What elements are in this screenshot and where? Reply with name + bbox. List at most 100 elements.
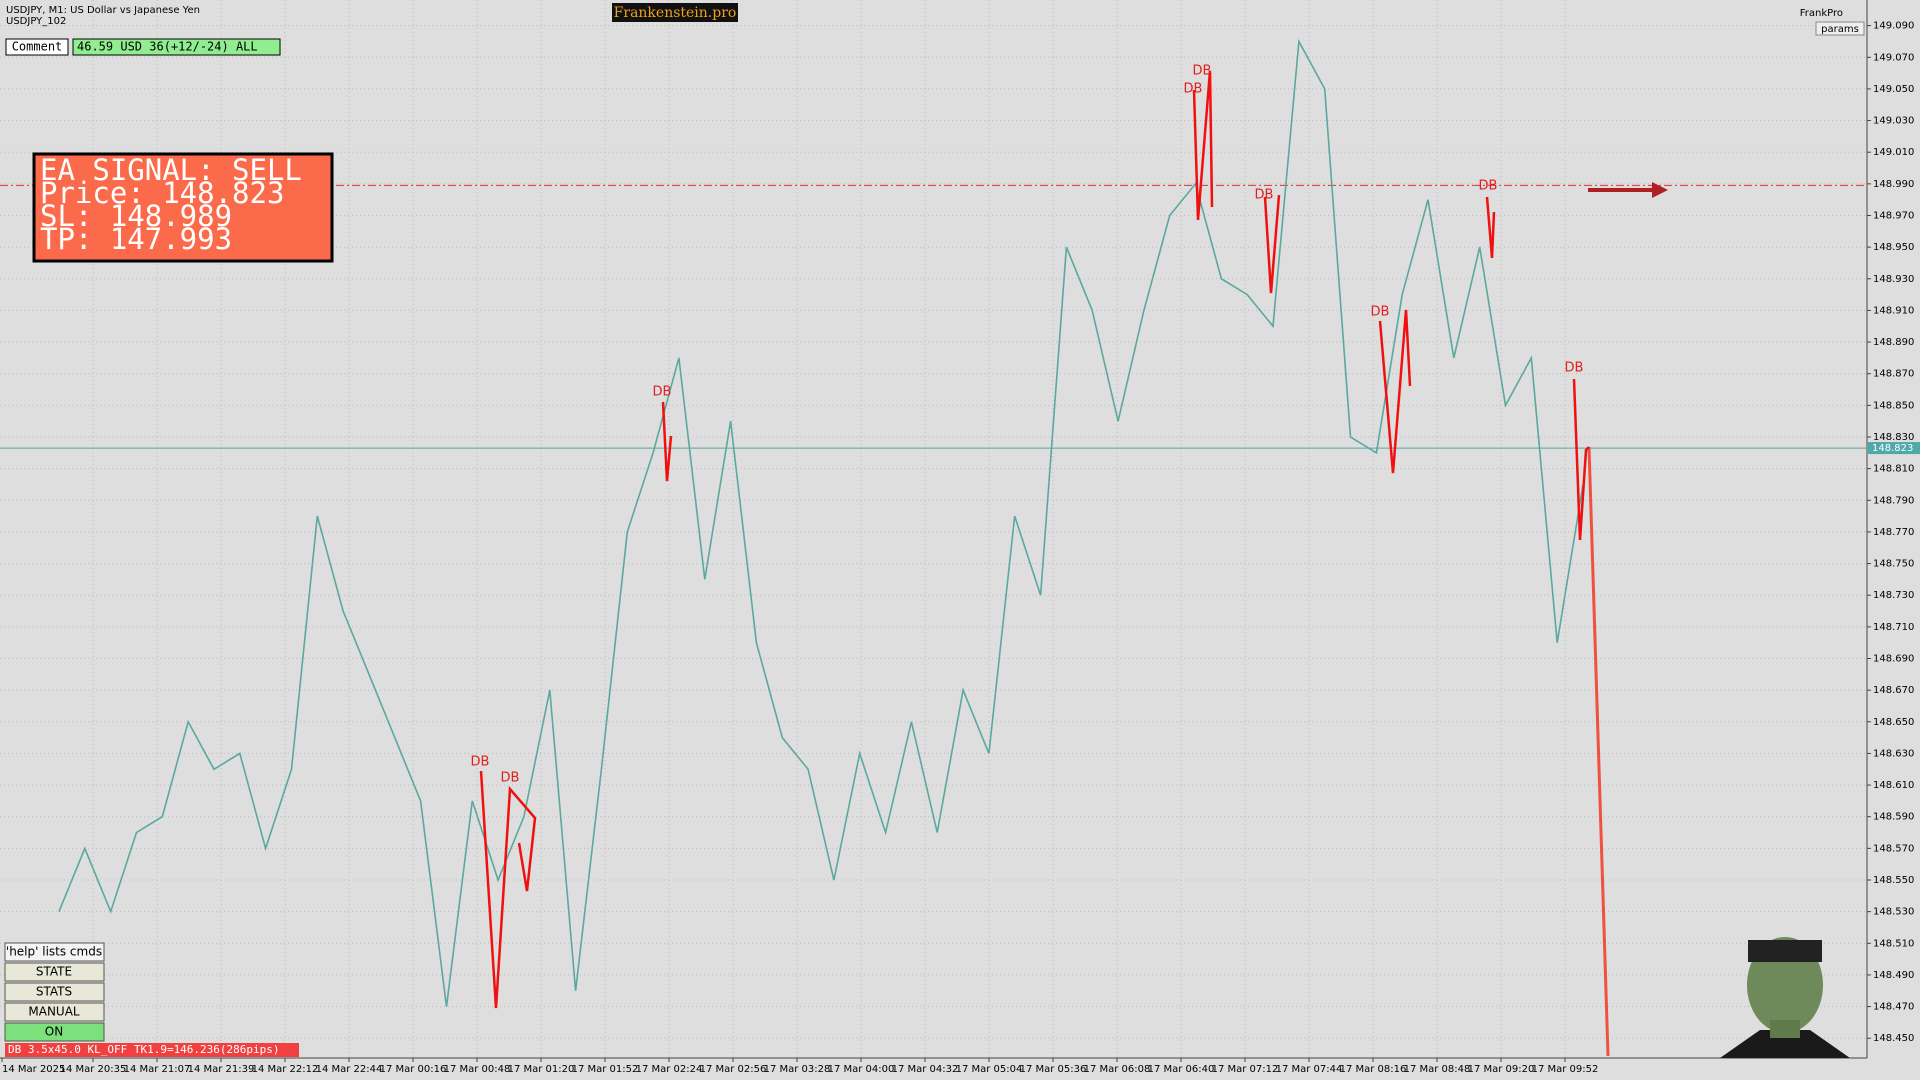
x-tick-label: 17 Mar 06:40	[1148, 1064, 1215, 1075]
x-tick-label: 17 Mar 01:52	[572, 1064, 639, 1075]
x-tick-label: 17 Mar 09:52	[1532, 1064, 1599, 1075]
manual-button[interactable]	[4, 1002, 105, 1022]
pattern	[1572, 378, 1590, 541]
y-tick-label: 148.950	[1873, 242, 1914, 253]
x-tick-label: 17 Mar 00:48	[444, 1064, 511, 1075]
pattern	[1263, 194, 1281, 294]
y-tick-label: 148.770	[1873, 527, 1914, 538]
x-tick-label: 17 Mar 00:16	[380, 1064, 447, 1075]
y-tick-label: 148.670	[1873, 685, 1914, 696]
x-tick-label: 17 Mar 04:00	[828, 1064, 895, 1075]
y-tick-label: 148.530	[1873, 907, 1914, 918]
x-tick-label: 17 Mar 02:56	[700, 1064, 767, 1075]
y-tick-label: 148.850	[1873, 400, 1914, 411]
params-label[interactable]: params	[1821, 24, 1859, 35]
y-tick-label: 148.790	[1873, 495, 1914, 506]
y-tick-label: 148.650	[1873, 717, 1914, 728]
pattern	[479, 770, 537, 1009]
x-tick-label: 17 Mar 09:20	[1468, 1064, 1535, 1075]
brand: Frankenstein.pro	[614, 5, 737, 21]
y-tick-label: 148.510	[1873, 938, 1914, 949]
status-bar	[5, 1043, 299, 1057]
status-text: DB 3.5x45.0 KL_OFF TK1.9=146.236(286pips…	[8, 1043, 280, 1056]
x-tick-label: 17 Mar 06:08	[1084, 1064, 1151, 1075]
signal-tp: TP: 147.993	[40, 222, 232, 256]
pattern-label: DB	[1255, 188, 1274, 203]
y-tick-label: 149.010	[1873, 147, 1914, 158]
y-tick-label: 148.590	[1873, 812, 1914, 823]
signal-sl: SL: 148.989	[40, 199, 232, 233]
params-button[interactable]	[1815, 21, 1865, 36]
subtitle: USDJPY_102	[6, 16, 66, 27]
x-tick-label: 17 Mar 08:48	[1404, 1064, 1471, 1075]
pattern-label: DB	[501, 771, 520, 786]
x-tick-label: 17 Mar 03:28	[764, 1064, 831, 1075]
x-tick-label: 14 Mar 20:35	[60, 1064, 127, 1075]
y-tick-label: 148.610	[1873, 780, 1914, 791]
x-tick-label: 17 Mar 02:24	[636, 1064, 703, 1075]
arrow-head	[1652, 182, 1668, 198]
y-tick-label: 148.890	[1873, 337, 1914, 348]
pattern-label: DB	[1565, 361, 1584, 376]
y-tick-label: 148.970	[1873, 210, 1914, 221]
x-tick-label: 17 Mar 05:36	[1020, 1064, 1087, 1075]
x-tick-label: 17 Mar 07:12	[1212, 1064, 1279, 1075]
y-tick-label: 149.030	[1873, 116, 1914, 127]
state-label[interactable]: STATE	[36, 965, 72, 979]
mascot	[1720, 937, 1850, 1058]
y-tick-label: 148.810	[1873, 464, 1914, 475]
pattern-label: DB	[1184, 82, 1203, 97]
y-tick-label: 148.990	[1873, 179, 1914, 190]
pattern-label: DB	[1371, 305, 1390, 320]
y-tick-label: 148.630	[1873, 748, 1914, 759]
y-tick-label: 148.710	[1873, 622, 1914, 633]
stats-button[interactable]	[4, 982, 105, 1002]
x-tick-label: 14 Mar 22:12	[252, 1064, 319, 1075]
y-tick-label: 148.450	[1873, 1033, 1914, 1044]
x-tick-label: 17 Mar 07:44	[1276, 1064, 1343, 1075]
price-series	[58, 38, 1584, 1007]
on-button[interactable]	[4, 1022, 105, 1042]
x-tick-label: 14 Mar 21:39	[188, 1064, 255, 1075]
pattern	[1192, 70, 1214, 221]
y-tick-label: 148.830	[1873, 432, 1914, 443]
signal-price: Price: 148.823	[40, 176, 284, 210]
comment-label-box	[5, 38, 69, 56]
corner-label: FrankPro	[1800, 8, 1843, 19]
state-button[interactable]	[4, 962, 105, 982]
help-box	[4, 942, 105, 962]
comment-label: Comment	[12, 40, 63, 54]
comment-text: 46.59 USD 36(+12/-24) ALL	[77, 40, 258, 54]
pattern-label: DB	[471, 755, 490, 770]
y-tick-label: 149.070	[1873, 52, 1914, 63]
forecast-line	[1587, 446, 1610, 1057]
pattern	[661, 401, 673, 482]
y-tick-label: 148.910	[1873, 305, 1914, 316]
stats-label[interactable]: STATS	[36, 985, 72, 999]
x-tick-label: 17 Mar 01:20	[508, 1064, 575, 1075]
x-tick-label: 17 Mar 04:32	[892, 1064, 959, 1075]
signal-title: EA SIGNAL: SELL	[40, 153, 302, 187]
on-label[interactable]: ON	[45, 1025, 63, 1039]
y-tick-label: 149.090	[1873, 21, 1914, 32]
pattern-label: DB	[1479, 179, 1498, 194]
y-tick-label: 148.730	[1873, 590, 1914, 601]
y-tick-label: 148.550	[1873, 875, 1914, 886]
pattern-label: DB	[653, 385, 672, 400]
x-tick-label: 14 Mar 21:07	[124, 1064, 191, 1075]
comment-box	[72, 38, 281, 56]
signal-box	[32, 152, 334, 263]
y-tick-label: 148.570	[1873, 843, 1914, 854]
x-tick-label: 17 Mar 05:04	[956, 1064, 1023, 1075]
y-tick-label: 148.490	[1873, 970, 1914, 981]
symbol: USDJPY, M1: US Dollar vs Japanese Yen	[6, 5, 200, 16]
pattern-label: DB	[1193, 64, 1212, 79]
y-tick-label: 148.690	[1873, 654, 1914, 665]
y-tick-label: 148.930	[1873, 274, 1914, 285]
x-tick-label: 14 Mar 2025	[2, 1064, 65, 1075]
y-tick-label: 149.050	[1873, 84, 1914, 95]
manual-label[interactable]: MANUAL	[28, 1005, 80, 1019]
y-tick-label: 148.470	[1873, 1002, 1914, 1013]
y-tick-label: 148.870	[1873, 369, 1914, 380]
